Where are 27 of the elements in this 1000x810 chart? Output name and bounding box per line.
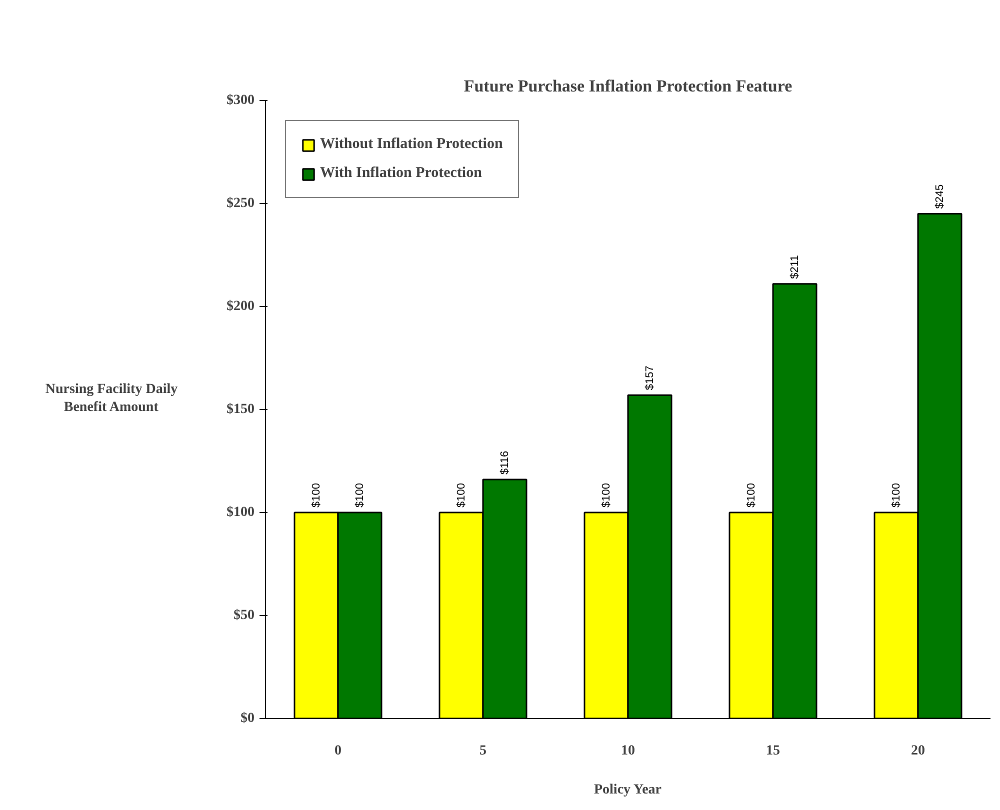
data-label: $100 [455,483,468,508]
data-label: $100 [600,483,612,508]
data-label: $100 [354,483,366,508]
x-tick-label: 0 [334,744,342,758]
y-tick-label: $250 [226,196,254,211]
data-label: $245 [934,184,946,209]
y-tick-label: $50 [234,608,254,623]
data-label: $116 [498,450,511,475]
x-tick-label: 20 [911,744,925,758]
data-label: $100 [890,483,902,508]
legend-label: Without Inflation Protection [320,136,503,153]
legend-label: With Inflation Protection [320,165,482,182]
y-tick-label: $300 [226,93,254,108]
y-tick-label: $200 [226,299,254,314]
x-axis-title: Policy Year [594,782,662,798]
y-tick-label: $150 [226,402,254,417]
y-tick-label: $100 [226,505,254,520]
x-tick-label: 15 [766,744,780,758]
y-tick-label: $0 [240,711,254,726]
data-label: $100 [310,483,322,508]
data-label: $211 [788,255,801,279]
y-axis-title: Nursing Facility Daily Benefit Amount [45,382,178,415]
x-tick-label: 5 [480,744,486,758]
x-tick-label: 10 [621,744,635,758]
chart-title: Future Purchase Inflation Protection Feature [464,76,793,96]
data-label: $100 [745,483,758,508]
data-label: $157 [644,366,656,390]
